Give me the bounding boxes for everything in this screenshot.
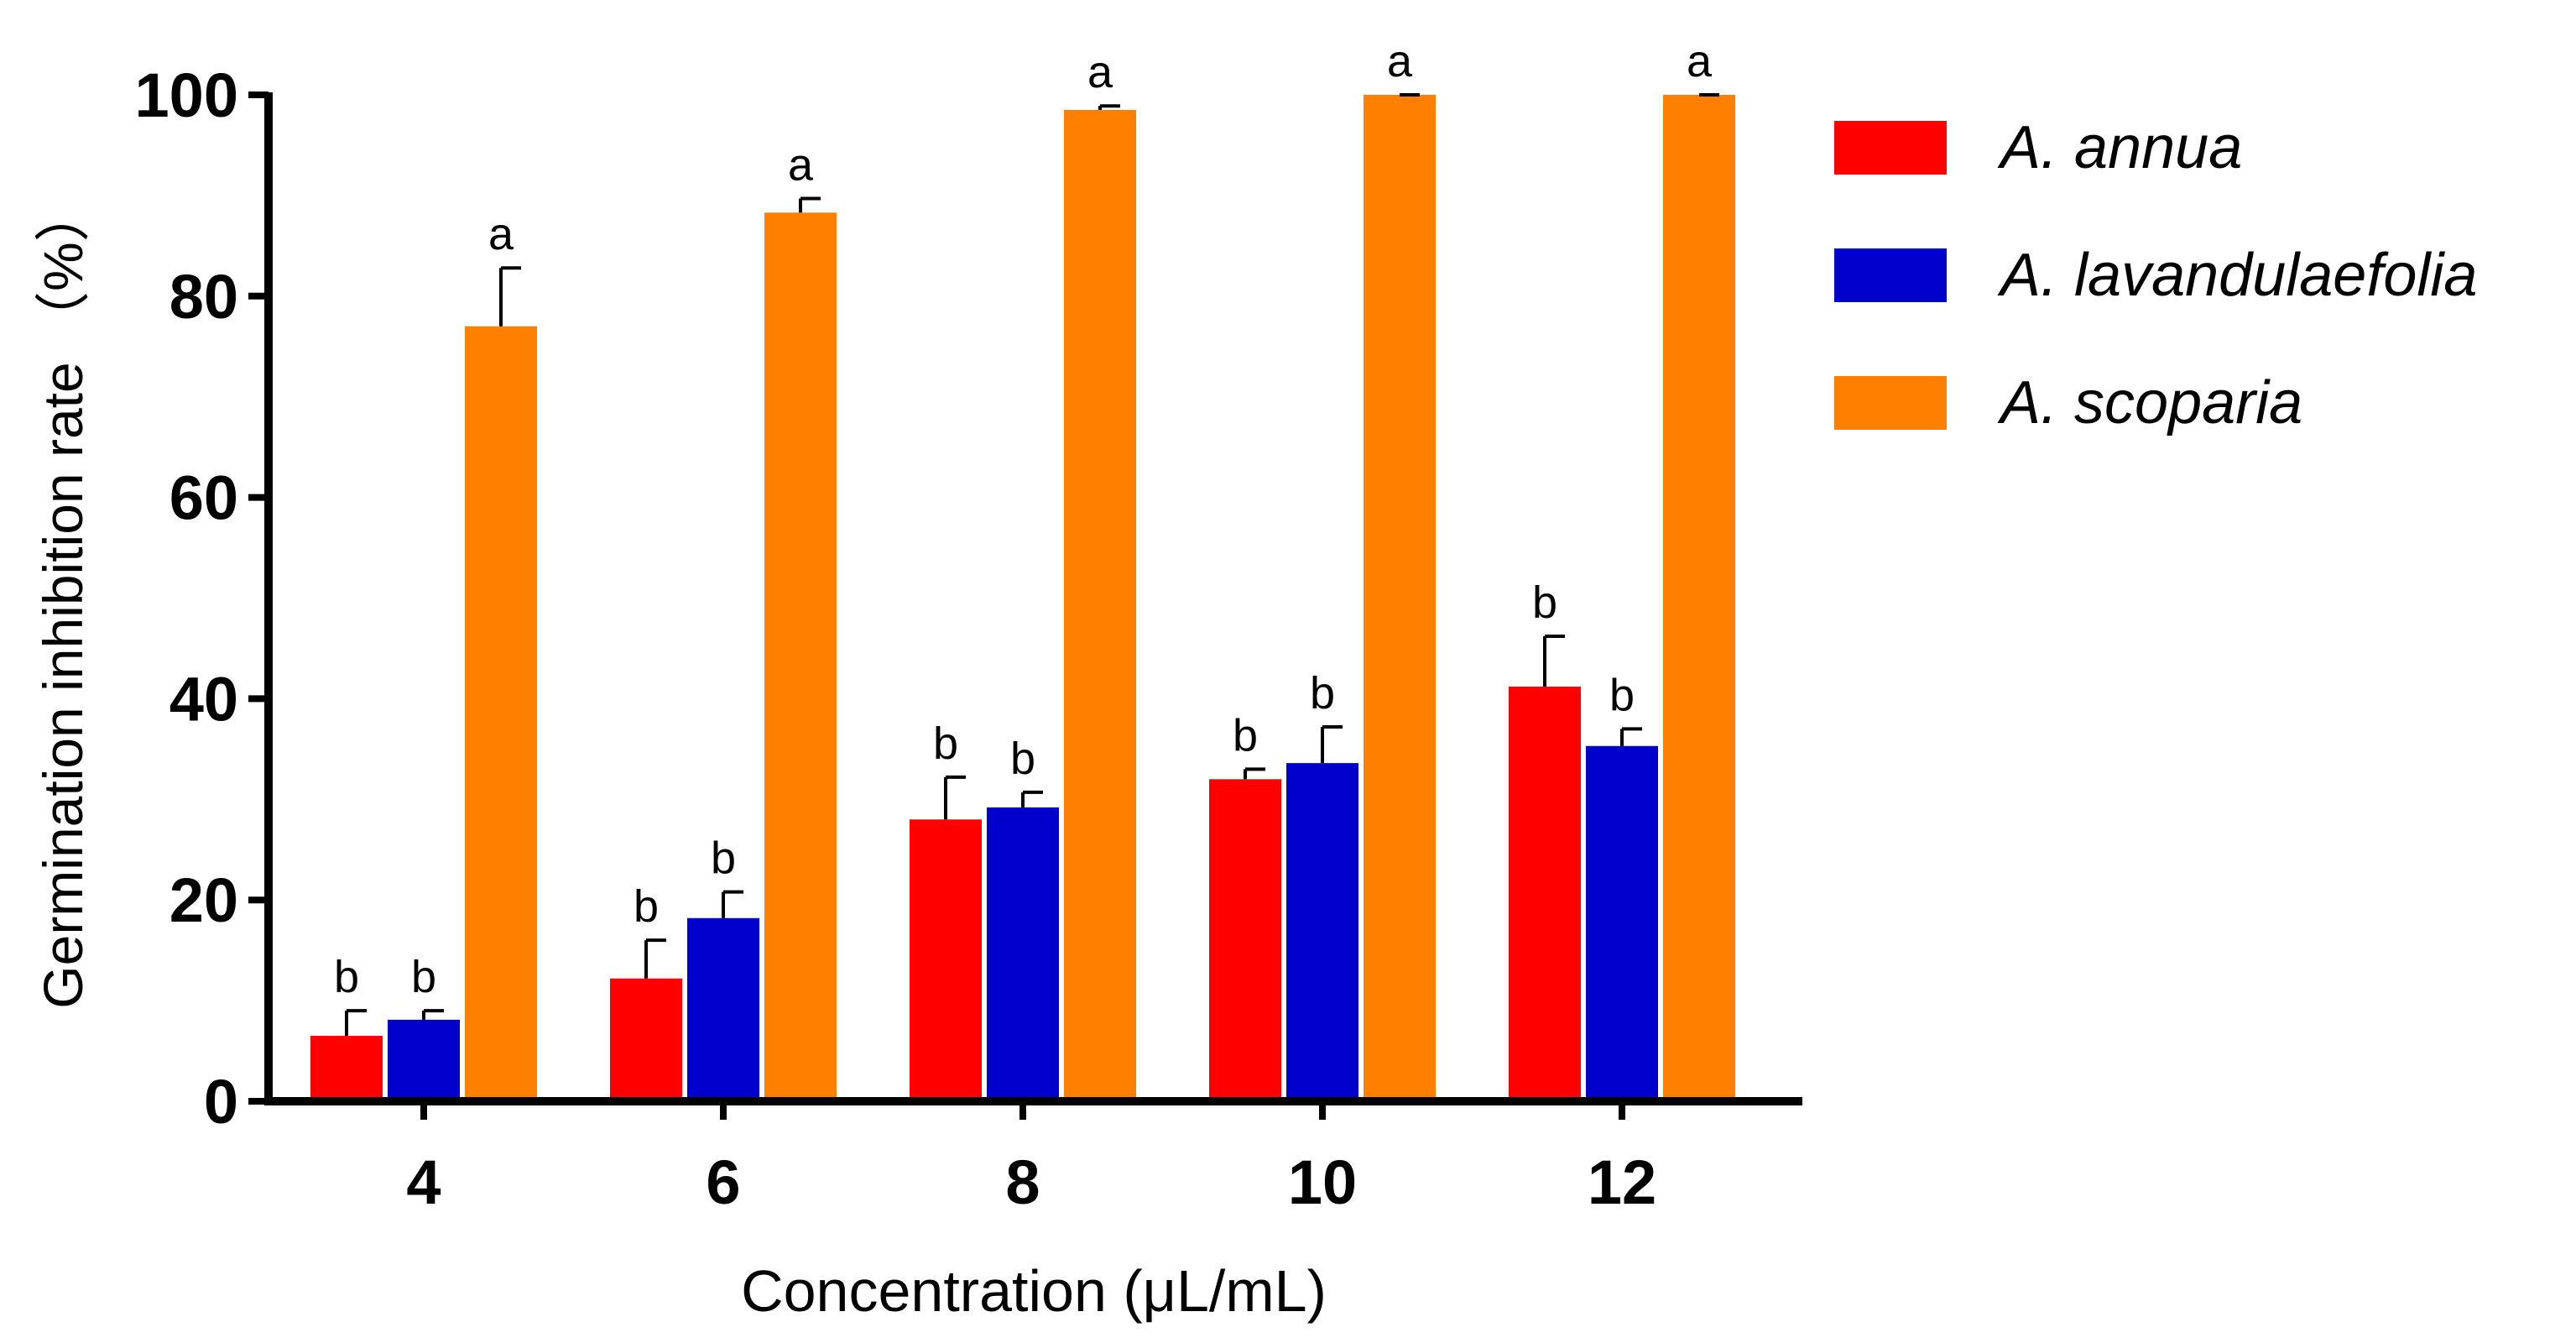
x-tick-label-8: 8 [1005, 1147, 1040, 1217]
significance-letter-12-series-0: b [1532, 577, 1557, 628]
significance-letter-8-series-0: b [933, 719, 958, 769]
bar-4-series-2 [465, 326, 537, 1101]
y-tick-label-100: 100 [135, 60, 238, 130]
y-tick-label-20: 20 [169, 865, 238, 935]
y-tick-label-0: 0 [204, 1067, 238, 1137]
bar-6-series-1 [687, 917, 759, 1101]
y-tick-label-80: 80 [169, 262, 238, 332]
y-tick-label-60: 60 [169, 463, 238, 533]
bars-layer [310, 95, 1735, 1102]
significance-letter-8-series-1: b [1010, 734, 1035, 784]
significance-letters-layer: b b a b b a b b a b b a b b a [334, 36, 1713, 1002]
significance-letter-6-series-0: b [634, 881, 659, 932]
bar-6-series-2 [764, 212, 837, 1102]
bar-8-series-2 [1064, 109, 1136, 1102]
significance-letter-10-series-0: b [1233, 710, 1258, 760]
x-tick-label-10: 10 [1288, 1147, 1357, 1217]
bar-12-series-1 [1586, 745, 1658, 1101]
legend-swatch-series-1 [1834, 248, 1947, 302]
significance-letter-4-series-0: b [334, 952, 359, 1002]
error-bars-layer [345, 93, 1719, 1037]
significance-letter-6-series-1: b [711, 833, 736, 884]
bar-4-series-0 [310, 1036, 383, 1101]
bar-10-series-0 [1209, 779, 1281, 1101]
significance-letter-4-series-1: b [411, 952, 436, 1002]
x-tick-label-4: 4 [406, 1147, 441, 1217]
bar-4-series-1 [388, 1019, 460, 1101]
y-axis-title: Germination inhibition rate （%） [32, 186, 94, 1008]
bar-6-series-0 [610, 978, 682, 1101]
axes-layer [264, 92, 1802, 1105]
bar-8-series-0 [910, 819, 982, 1101]
legend: A. annua A. lavandulaefolia A. scoparia [1834, 114, 2477, 436]
significance-letter-12-series-2: a [1687, 36, 1713, 86]
ticks-layer: 4 6 8 10 12 0 20 40 60 80 100 [135, 60, 1657, 1217]
legend-swatch-series-0 [1834, 121, 1947, 175]
significance-letter-12-series-1: b [1609, 670, 1635, 720]
bar-12-series-0 [1509, 687, 1581, 1101]
bar-8-series-1 [987, 807, 1059, 1101]
y-tick-label-40: 40 [169, 664, 238, 734]
significance-letter-10-series-1: b [1310, 668, 1335, 719]
bar-10-series-1 [1286, 763, 1358, 1101]
significance-letter-4-series-2: a [488, 209, 514, 259]
significance-letter-10-series-2: a [1387, 36, 1413, 86]
legend-label-series-0: A. annua [1997, 114, 2242, 181]
x-axis-title: Concentration (μL/mL) [741, 1258, 1327, 1324]
legend-label-series-2: A. scoparia [1997, 369, 2302, 436]
bar-10-series-2 [1364, 95, 1436, 1101]
significance-letter-8-series-2: a [1087, 47, 1113, 97]
bar-12-series-2 [1663, 95, 1735, 1101]
legend-swatch-series-2 [1834, 376, 1947, 430]
x-tick-label-6: 6 [706, 1147, 740, 1217]
significance-letter-6-series-2: a [788, 139, 814, 190]
legend-label-series-1: A. lavandulaefolia [1997, 242, 2477, 309]
x-tick-label-12: 12 [1588, 1147, 1656, 1217]
